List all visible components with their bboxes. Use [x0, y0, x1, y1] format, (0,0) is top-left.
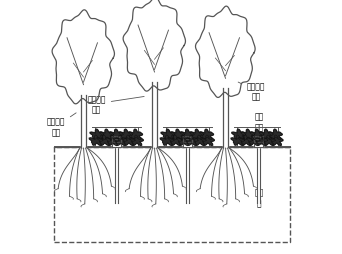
Polygon shape	[268, 130, 282, 140]
Text: 第二排荒
枝树: 第二排荒 枝树	[87, 94, 144, 114]
Polygon shape	[184, 135, 198, 146]
Polygon shape	[180, 130, 194, 140]
Polygon shape	[186, 147, 189, 203]
Polygon shape	[250, 130, 264, 140]
Polygon shape	[259, 130, 273, 140]
Polygon shape	[262, 135, 275, 146]
Polygon shape	[176, 135, 190, 146]
Polygon shape	[121, 135, 135, 146]
Polygon shape	[200, 130, 213, 140]
Polygon shape	[160, 135, 174, 146]
Polygon shape	[231, 135, 245, 146]
Text: 滴肥
器: 滴肥 器	[255, 175, 264, 208]
Polygon shape	[89, 135, 103, 146]
Polygon shape	[223, 89, 228, 147]
Polygon shape	[115, 147, 118, 203]
Polygon shape	[239, 135, 252, 146]
Polygon shape	[241, 130, 255, 140]
Polygon shape	[171, 130, 185, 140]
Polygon shape	[254, 137, 263, 147]
Polygon shape	[81, 96, 86, 147]
Polygon shape	[130, 135, 143, 146]
Polygon shape	[52, 11, 115, 104]
Polygon shape	[109, 130, 123, 140]
Polygon shape	[190, 130, 204, 140]
Polygon shape	[90, 130, 104, 140]
Polygon shape	[152, 83, 157, 147]
Polygon shape	[183, 137, 192, 147]
Text: 豆科
作物: 豆科 作物	[250, 112, 264, 135]
Polygon shape	[112, 137, 121, 147]
Polygon shape	[200, 135, 214, 146]
Polygon shape	[129, 130, 143, 140]
Polygon shape	[123, 0, 185, 92]
Text: 第一排荒
枝树: 第一排荒 枝树	[47, 113, 76, 137]
Polygon shape	[193, 135, 206, 146]
Polygon shape	[254, 135, 268, 146]
Bar	[54, 147, 290, 242]
Text: 第三排荒
枝树: 第三排荒 枝树	[238, 82, 266, 101]
Polygon shape	[97, 135, 111, 146]
Polygon shape	[100, 130, 114, 140]
Polygon shape	[161, 130, 175, 140]
Polygon shape	[114, 135, 127, 146]
Polygon shape	[232, 130, 246, 140]
Polygon shape	[196, 7, 255, 98]
Polygon shape	[269, 135, 283, 146]
Polygon shape	[246, 135, 260, 146]
Polygon shape	[119, 130, 133, 140]
Polygon shape	[168, 135, 182, 146]
Polygon shape	[105, 135, 119, 146]
Polygon shape	[257, 147, 260, 203]
